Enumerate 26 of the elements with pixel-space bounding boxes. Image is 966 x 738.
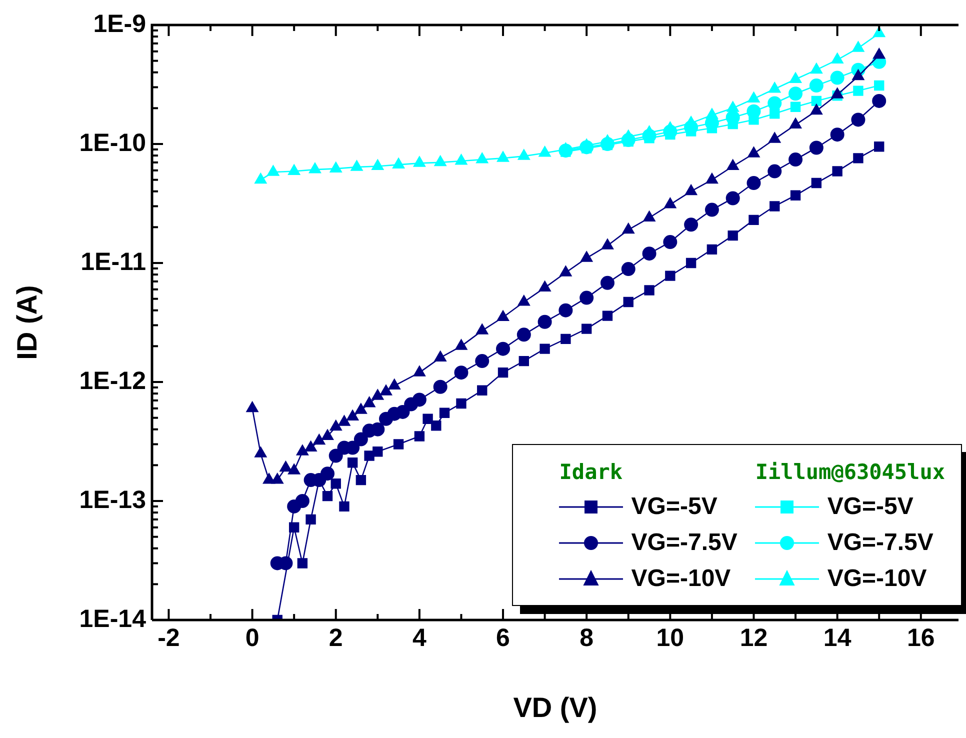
annotation: Idark [559, 459, 624, 486]
y-tick-label: 1E-12 [79, 366, 146, 395]
legend-label: VG=-10V [631, 565, 731, 593]
x-tick-label: 2 [328, 624, 343, 652]
x-tick-label: 8 [580, 624, 594, 652]
y-tick-label: 1E-13 [79, 486, 146, 514]
legend-label: VG=-5V [827, 493, 914, 521]
x-tick-label: 0 [245, 624, 260, 652]
legend-label: VG=-7.5V [631, 529, 738, 557]
x-axis-title: VD (V) [513, 692, 598, 723]
x-tick-label: 6 [496, 624, 510, 652]
annotation: Iillum@63045lux [755, 459, 945, 486]
x-tick-label: 10 [656, 624, 684, 652]
x-tick-label: 4 [412, 624, 426, 652]
x-tick-label: -2 [158, 624, 180, 652]
x-tick-label: 14 [823, 624, 852, 652]
x-tick-label: 16 [906, 624, 935, 652]
legend-label: VG=-7.5V [827, 529, 934, 557]
y-tick-label: 1E-11 [80, 248, 146, 276]
y-tick-label: 1E-14 [79, 604, 146, 633]
y-axis-title: ID (A) [12, 285, 43, 360]
x-tick-label: 12 [740, 624, 768, 652]
y-tick-label: 1E-9 [93, 10, 146, 38]
legend-label: VG=-10V [827, 565, 927, 593]
y-tick-label: 1E-10 [79, 128, 146, 157]
legend-label: VG=-5V [631, 493, 718, 521]
